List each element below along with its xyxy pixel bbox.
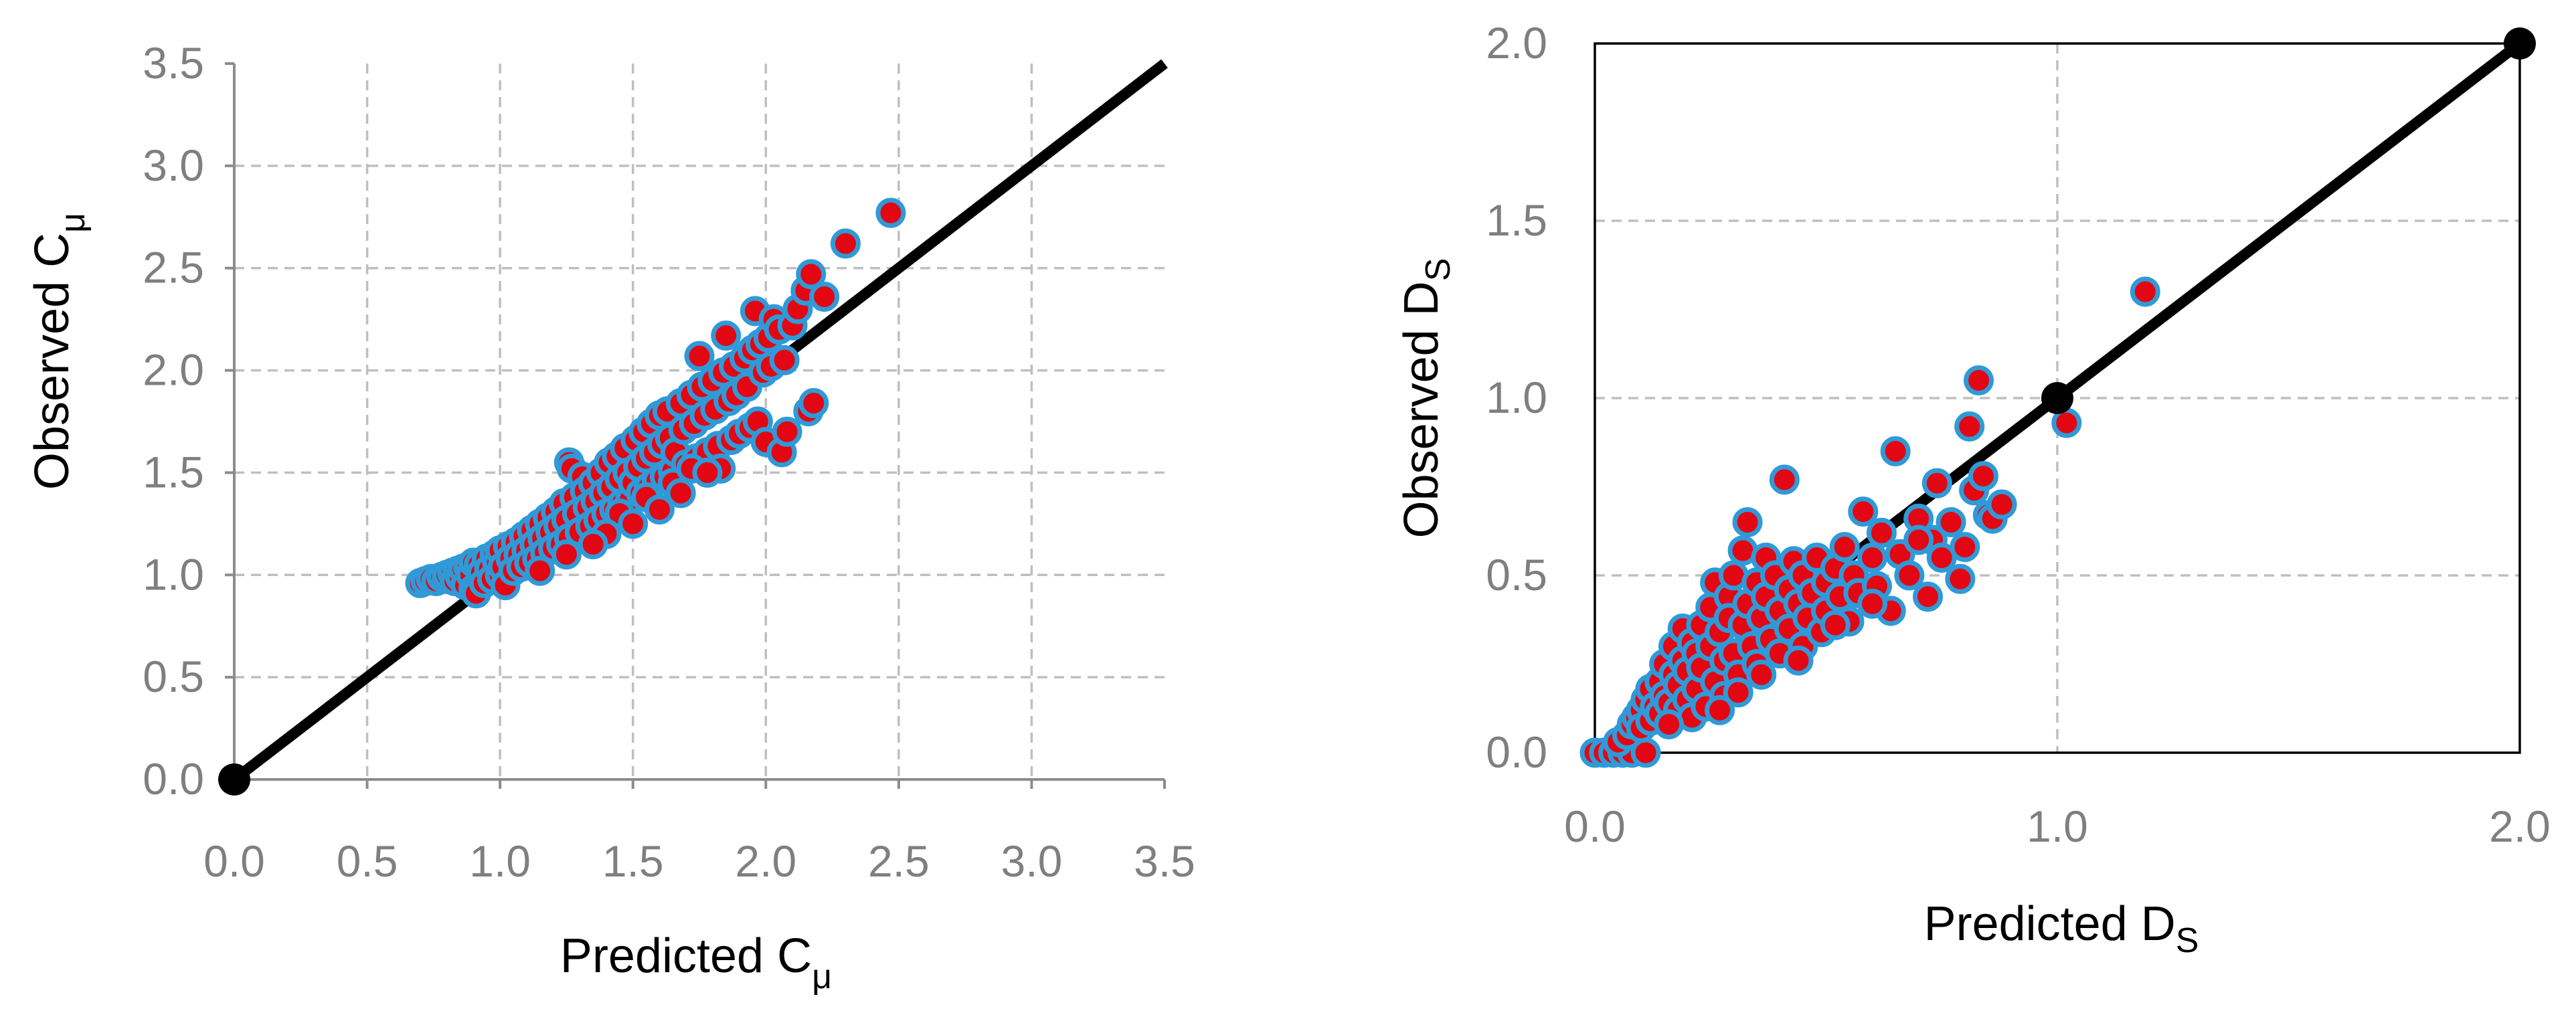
data-point: [1954, 411, 1985, 442]
data-points-ds: [1579, 276, 2160, 768]
x-tick-label: 1.5: [602, 836, 664, 886]
tick-labels-ds: 0.0 1.0 2.0 0.0 0.5 1.0 1.5 2.0: [1486, 18, 2551, 851]
data-point: [1705, 694, 1735, 725]
x-tick-label: 0.0: [203, 836, 265, 886]
data-point: [1913, 581, 1944, 612]
reference-marker: [218, 763, 250, 796]
y-tick-label: 1.5: [143, 447, 204, 496]
data-point: [1950, 532, 1980, 563]
y-axis-title-c-mu: Observed Cμ: [25, 213, 92, 490]
y-tick-label: 3.5: [143, 38, 204, 88]
reference-marker: [2041, 382, 2073, 414]
x-axis-title-main: Predicted C: [560, 929, 812, 983]
data-point: [1857, 543, 1888, 573]
data-point: [684, 341, 715, 371]
x-tick-label: 2.5: [868, 836, 930, 886]
data-point: [1746, 659, 1777, 690]
tick-labels-c-mu: 0.0 0.5 1.0 1.5 2.0 2.5 3.0 3.5 0.0 0.5 1.0 1.5 2.0 2…: [143, 38, 1195, 886]
reference-marker: [2504, 27, 2536, 60]
data-point: [830, 228, 861, 259]
data-point: [1986, 489, 2017, 520]
data-point: [551, 539, 582, 570]
frame-c-mu: [225, 62, 1166, 789]
y-tick-label: 0.5: [1486, 550, 1547, 599]
y-tick-label: 1.5: [1486, 195, 1547, 245]
chart-predicted-vs-observed-c-mu: 0.0 0.5 1.0 1.5 2.0 2.5 3.0 3.5 0.0 0.5 1.0 1.5 2.0 2…: [25, 38, 1195, 996]
y-axis-title-main: Observed C: [25, 233, 79, 490]
data-point: [1880, 436, 1911, 466]
data-point: [1903, 525, 1934, 555]
data-point: [1723, 677, 1753, 708]
data-point: [1968, 461, 1998, 492]
y-tick-label: 2.0: [1486, 18, 1547, 68]
data-point: [1848, 496, 1879, 527]
plot-area-border: [1594, 42, 2521, 754]
x-tick-label: 0.0: [1564, 802, 1626, 851]
y-tick-label: 2.5: [143, 243, 204, 292]
data-point: [692, 457, 723, 488]
y-axis-title-main: Observed D: [1395, 281, 1448, 538]
x-axis-title-c-mu: Predicted Cμ: [560, 929, 832, 996]
data-point: [1829, 532, 1860, 563]
data-point: [769, 345, 800, 375]
x-axis-title-main: Predicted D: [1924, 897, 2176, 951]
data-point: [772, 416, 802, 447]
x-tick-label: 0.5: [337, 836, 398, 886]
data-point: [644, 494, 675, 525]
x-tick-label: 3.0: [1001, 836, 1063, 886]
grid-c-mu: [234, 64, 1165, 779]
data-point: [1964, 365, 1994, 395]
data-point: [798, 387, 829, 418]
x-axis-title-ds: Predicted DS: [1924, 897, 2199, 960]
y-tick-label: 2.0: [143, 345, 204, 395]
y-tick-label: 0.0: [1486, 727, 1547, 777]
y-tick-label: 1.0: [1486, 373, 1547, 422]
y-axis-title-ds: Observed DS: [1395, 258, 1458, 539]
data-point: [1820, 610, 1851, 640]
data-point: [875, 197, 906, 228]
frame-ds: [1594, 42, 2521, 754]
data-point: [1894, 560, 1925, 591]
chart-predicted-vs-observed-ds: 0.0 1.0 2.00.00.51.01.52.0 Predicted DS Ob…: [1395, 18, 2551, 960]
data-point: [1654, 709, 1685, 740]
data-point: [618, 508, 649, 539]
data-point: [1732, 507, 1763, 537]
data-point: [1945, 563, 1976, 594]
y-axis-title-subscript: μ: [54, 213, 92, 233]
data-points-c-mu: [405, 197, 906, 609]
x-tick-label: 2.0: [2489, 802, 2551, 851]
data-point: [796, 259, 827, 290]
data-point: [1857, 588, 1888, 619]
x-tick-label: 1.0: [469, 836, 531, 886]
data-point: [1783, 645, 1814, 676]
data-point: [711, 320, 742, 351]
x-tick-label: 2.0: [735, 836, 796, 886]
x-axis-title-subscript: μ: [812, 957, 832, 996]
y-tick-label: 0.5: [143, 652, 204, 701]
y-tick-label: 1.0: [143, 549, 204, 599]
x-axis-title-subscript: S: [2176, 921, 2199, 960]
y-axis-title-subscript: S: [1419, 258, 1458, 282]
data-point: [809, 282, 840, 312]
data-point: [665, 478, 696, 508]
data-point: [2130, 276, 2160, 307]
y-tick-label: 0.0: [143, 754, 204, 804]
data-point: [525, 555, 555, 586]
x-tick-label: 3.5: [1134, 836, 1195, 886]
y-tick-label: 3.0: [143, 141, 204, 190]
data-point: [1866, 517, 1897, 548]
data-point: [1936, 507, 1966, 537]
data-point: [578, 529, 608, 559]
data-point: [1921, 468, 1952, 498]
x-tick-label: 1.0: [2027, 802, 2088, 851]
data-point: [1769, 464, 1800, 495]
